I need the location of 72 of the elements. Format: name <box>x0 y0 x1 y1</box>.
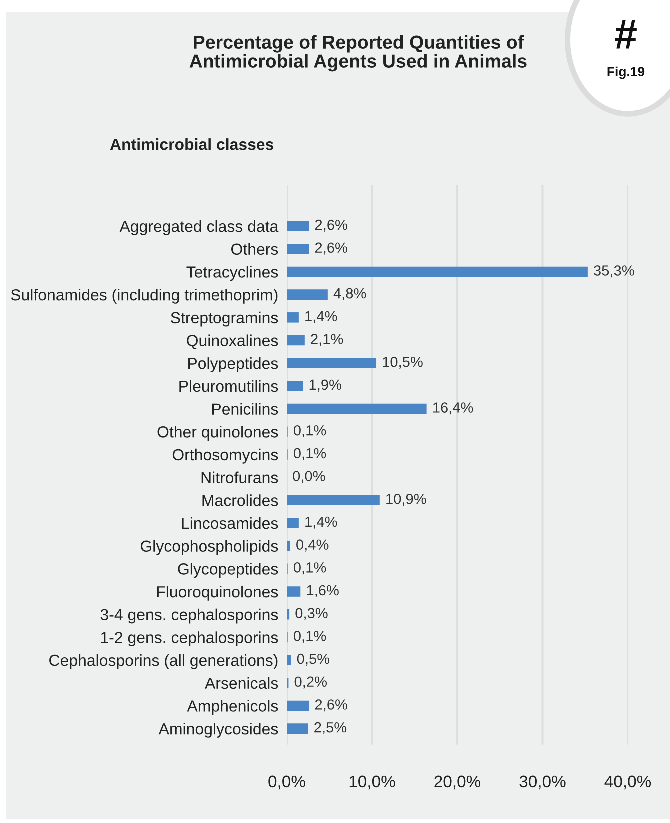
bar <box>287 335 305 346</box>
data-label: 2,5% <box>314 722 347 734</box>
bar <box>287 266 588 278</box>
bar <box>287 495 380 506</box>
bar <box>287 221 310 232</box>
bar <box>287 518 299 528</box>
data-label: 2,1% <box>311 334 344 346</box>
bar <box>287 655 292 666</box>
data-label: 1,9% <box>310 380 342 392</box>
data-label: 10,9% <box>386 494 426 506</box>
data-label: 1,4% <box>306 516 338 529</box>
y-tick-label: Glycophospholipids <box>140 540 278 556</box>
data-label: 0,1% <box>294 631 326 644</box>
y-tick-label: Lincosamides <box>182 517 278 530</box>
data-label: 16,4% <box>433 402 474 415</box>
data-label: 0,5% <box>297 654 330 666</box>
y-tick-label: Arsenicals <box>205 677 278 690</box>
data-label: 0,1% <box>294 425 326 438</box>
x-tick-label: 40,0% <box>604 776 652 790</box>
y-tick-label: Macrolides <box>202 494 278 506</box>
bar <box>287 290 328 300</box>
bar <box>287 381 304 392</box>
bar <box>287 700 310 712</box>
data-label: 4,8% <box>334 288 366 300</box>
y-tick-label: Orthosomycins <box>172 448 278 464</box>
y-tick-label: Sulfonamides (including trimethoprim) <box>11 289 278 304</box>
y-tick-label: Nitrofurans <box>202 472 278 484</box>
bar <box>287 312 299 323</box>
y-axis-title: Antimicrobial classes <box>110 138 274 150</box>
y-tick-label: Streptogramins <box>171 312 278 327</box>
x-tick-label: 30,0% <box>520 776 566 790</box>
y-tick-label: Fluoroquinolones <box>157 586 278 601</box>
bar <box>287 358 377 368</box>
data-label: 0,3% <box>296 608 328 620</box>
bar <box>287 540 290 552</box>
y-tick-label: Penicilins <box>212 403 278 415</box>
y-tick-label: Aminoglycosides <box>158 723 278 738</box>
caption: Fig.19 <box>608 66 645 80</box>
data-label: 0,4% <box>296 540 329 552</box>
y-tick-label: Glycopeptides <box>178 563 278 578</box>
bar <box>287 404 427 414</box>
y-tick-label: Cephalosporins (all generations) <box>50 654 278 670</box>
y-tick-label: Amphenicols <box>187 700 278 716</box>
x-tick-label: 20,0% <box>434 776 481 790</box>
data-label: 1,6% <box>307 585 339 598</box>
y-tick-label: Other quinolones <box>158 426 278 441</box>
data-label: 1,4% <box>306 311 338 324</box>
data-label: 0,0% <box>293 471 326 484</box>
data-label: 2,6% <box>315 242 348 255</box>
y-tick-label: 1-2 gens. cephalosporins <box>101 632 278 647</box>
y-tick-label: Others <box>231 243 278 256</box>
data-label: 10,5% <box>383 356 423 369</box>
data-label: 0,1% <box>294 448 326 460</box>
y-tick-label: Tetracyclines <box>186 266 278 282</box>
y-tick-label: 3-4 gens. cephalosporins <box>100 608 278 624</box>
data-label: 35,3% <box>594 266 634 278</box>
x-tick-label: 0,0% <box>268 776 306 790</box>
bar <box>287 244 310 254</box>
y-tick-label: Aggregated class data <box>120 220 279 236</box>
data-label: 0,2% <box>294 676 327 689</box>
chart-title: Percentage of Reported Quantities of Antimicrobial Agents Used in Animals <box>190 35 527 72</box>
bar <box>287 724 308 734</box>
y-tick-label: Pleuromutilins <box>180 380 278 392</box>
bar <box>287 586 301 597</box>
data-label: 2,6% <box>315 700 348 712</box>
data-label: 2,6% <box>315 220 348 232</box>
y-tick-label: Quinoxalines <box>187 334 278 350</box>
bar <box>287 609 290 620</box>
text: # <box>615 20 637 49</box>
x-tick-label: 10,0% <box>350 776 396 790</box>
data-label: 0,1% <box>294 562 326 575</box>
y-tick-label: Polypeptides <box>188 358 278 372</box>
